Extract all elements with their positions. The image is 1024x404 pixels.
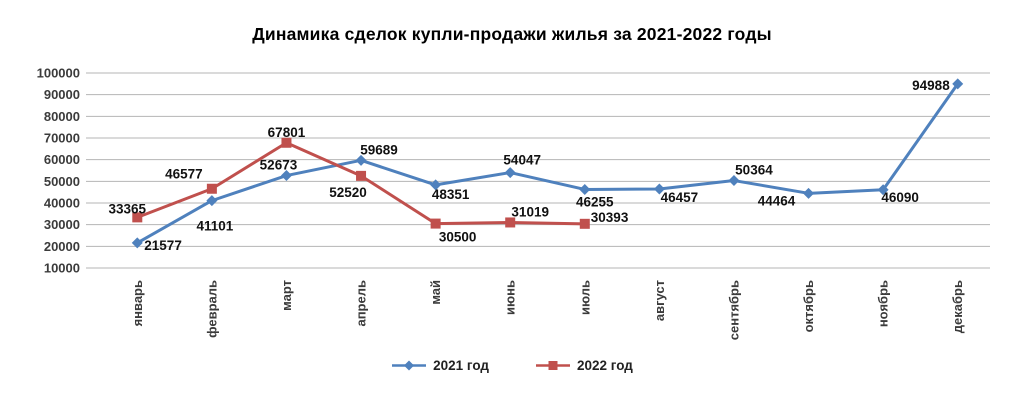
data-label: 46457 bbox=[661, 190, 699, 205]
data-label: 50364 bbox=[735, 163, 773, 178]
y-axis-tick-label: 100000 bbox=[37, 66, 80, 81]
data-point-square bbox=[281, 137, 292, 148]
x-axis-month-label: декабрь bbox=[950, 280, 965, 333]
data-label: 59689 bbox=[360, 142, 398, 157]
data-point-diamond bbox=[355, 154, 367, 166]
x-axis-month-label: апрель bbox=[354, 280, 369, 327]
y-axis-tick-label: 80000 bbox=[44, 109, 80, 124]
data-label: 44464 bbox=[758, 193, 796, 208]
y-axis-tick-label: 30000 bbox=[44, 217, 80, 232]
y-axis-tick-label: 50000 bbox=[44, 174, 80, 189]
data-label: 21577 bbox=[144, 238, 182, 253]
data-label: 67801 bbox=[268, 125, 306, 140]
data-point-diamond bbox=[803, 187, 815, 199]
x-axis-month-label: июнь bbox=[503, 280, 518, 315]
data-label: 46255 bbox=[576, 194, 614, 209]
legend-item-2021: 2021 год bbox=[391, 358, 489, 373]
line-diamond-marker-icon bbox=[392, 360, 427, 371]
data-point-diamond bbox=[653, 183, 665, 195]
data-point-square bbox=[356, 170, 367, 181]
y-axis-tick-label: 20000 bbox=[44, 239, 80, 254]
data-label: 54047 bbox=[503, 153, 541, 168]
data-label: 30393 bbox=[591, 210, 629, 225]
y-axis-tick-label: 70000 bbox=[44, 131, 80, 146]
data-point-diamond bbox=[579, 183, 591, 195]
data-point-square bbox=[430, 218, 441, 229]
x-axis-month-label: февраль bbox=[204, 280, 219, 338]
y-axis-tick-label: 60000 bbox=[44, 152, 80, 167]
legend-item-2022: 2022 год bbox=[535, 358, 633, 373]
data-point-diamond bbox=[952, 78, 964, 90]
legend-label-2022: 2022 год bbox=[577, 358, 633, 373]
data-point-diamond bbox=[877, 184, 889, 196]
data-label: 46090 bbox=[881, 190, 919, 205]
data-label: 46577 bbox=[165, 167, 203, 182]
data-label: 41101 bbox=[196, 219, 233, 234]
data-point-square bbox=[206, 183, 217, 194]
data-point-diamond bbox=[280, 170, 292, 182]
data-point-diamond bbox=[728, 175, 740, 187]
y-axis-tick-label: 40000 bbox=[44, 196, 80, 211]
data-point-diamond bbox=[131, 237, 143, 249]
data-label: 94988 bbox=[912, 78, 950, 93]
data-label: 33365 bbox=[109, 201, 147, 216]
data-label: 52520 bbox=[329, 185, 367, 200]
x-axis-month-label: ноябрь bbox=[876, 280, 891, 327]
data-point-diamond bbox=[430, 179, 442, 191]
chart-legend: 2021 год 2022 год bbox=[0, 358, 1024, 373]
data-point-square bbox=[132, 212, 143, 223]
x-axis-month-label: март bbox=[279, 280, 294, 311]
y-axis-tick-label: 90000 bbox=[44, 87, 80, 102]
data-label: 31019 bbox=[511, 204, 549, 219]
data-label: 52673 bbox=[260, 158, 298, 173]
data-point-diamond bbox=[504, 167, 516, 179]
legend-label-2021: 2021 год bbox=[433, 358, 489, 373]
x-axis-month-label: январь bbox=[130, 280, 145, 326]
x-axis-month-label: сентябрь bbox=[726, 280, 741, 340]
x-axis-month-label: май bbox=[428, 280, 443, 305]
chart-title: Динамика сделок купли-продажи жилья за 2… bbox=[252, 24, 772, 44]
x-axis-month-label: октябрь bbox=[801, 280, 816, 332]
data-point-diamond bbox=[206, 195, 218, 207]
line-square-marker-icon bbox=[536, 361, 570, 370]
data-label: 48351 bbox=[432, 187, 470, 202]
x-axis-month-label: август bbox=[652, 280, 667, 321]
data-label: 30500 bbox=[439, 230, 477, 245]
data-point-square bbox=[579, 218, 590, 229]
series-line-2021 год bbox=[135, 82, 960, 245]
y-axis-tick-label: 10000 bbox=[44, 261, 80, 276]
data-point-square bbox=[505, 217, 516, 228]
x-axis-month-label: июль bbox=[577, 280, 592, 315]
